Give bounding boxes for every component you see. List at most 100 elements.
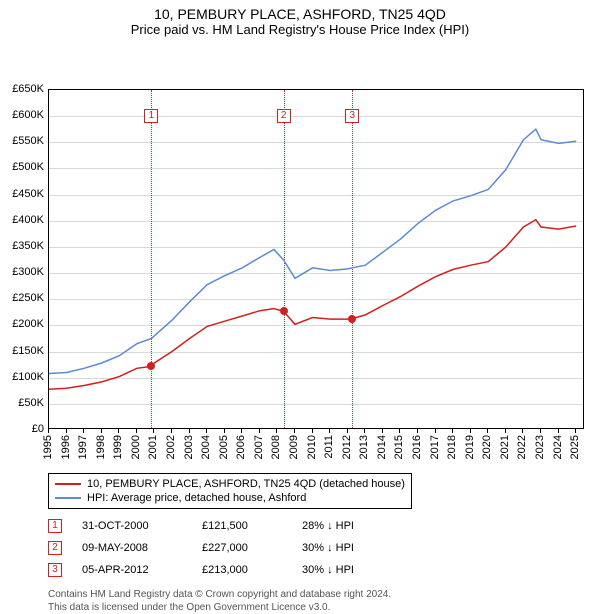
x-tick: [399, 429, 400, 433]
y-tick-label: £0: [2, 423, 44, 435]
license-text: Contains HM Land Registry data © Crown c…: [48, 589, 391, 614]
legend-row: HPI: Average price, detached house, Ashf…: [55, 491, 405, 505]
x-tick-label: 2022: [516, 435, 528, 459]
x-tick-label: 2006: [235, 435, 247, 459]
x-tick: [276, 429, 277, 433]
transaction-row: 2 09-MAY-2008 £227,000 30% ↓ HPI: [48, 537, 382, 559]
x-tick-label: 2015: [393, 435, 405, 459]
title-line-2: Price paid vs. HM Land Registry's House …: [0, 22, 600, 37]
y-tick-label: £650K: [2, 83, 44, 95]
y-tick-label: £550K: [2, 135, 44, 147]
x-tick: [171, 429, 172, 433]
x-tick: [505, 429, 506, 433]
transaction-diff: 30% ↓ HPI: [302, 542, 382, 554]
x-tick-label: 2012: [341, 435, 353, 459]
x-tick-label: 1995: [42, 435, 54, 459]
y-tick-label: £150K: [2, 345, 44, 357]
y-tick-label: £100K: [2, 371, 44, 383]
x-tick: [206, 429, 207, 433]
x-tick: [417, 429, 418, 433]
transaction-price: £227,000: [202, 542, 282, 554]
x-tick-label: 2013: [358, 435, 370, 459]
series-property: [49, 220, 576, 390]
y-tick-label: £400K: [2, 214, 44, 226]
x-tick-label: 2019: [464, 435, 476, 459]
y-tick-label: £200K: [2, 318, 44, 330]
x-tick: [435, 429, 436, 433]
x-tick: [48, 429, 49, 433]
transaction-diff: 30% ↓ HPI: [302, 564, 382, 576]
legend-label: 10, PEMBURY PLACE, ASHFORD, TN25 4QD (de…: [87, 478, 405, 490]
chart-title: 10, PEMBURY PLACE, ASHFORD, TN25 4QD Pri…: [0, 0, 600, 41]
x-tick-label: 2020: [481, 435, 493, 459]
x-tick: [136, 429, 137, 433]
x-tick: [189, 429, 190, 433]
x-tick-label: 2000: [130, 435, 142, 459]
y-tick-label: £250K: [2, 292, 44, 304]
transaction-row-marker: 3: [48, 563, 62, 577]
x-tick-label: 2008: [270, 435, 282, 459]
x-tick: [101, 429, 102, 433]
x-tick: [452, 429, 453, 433]
transaction-row: 131-OCT-2000£121,50028% ↓ HPI: [48, 515, 382, 537]
x-tick-label: 2024: [552, 435, 564, 459]
x-tick-label: 2005: [218, 435, 230, 459]
license-line-2: This data is licensed under the Open Gov…: [48, 602, 391, 614]
x-tick-label: 2010: [306, 435, 318, 459]
series-hpi: [49, 129, 576, 373]
transaction-row-marker: 2: [48, 541, 62, 555]
legend-row: 10, PEMBURY PLACE, ASHFORD, TN25 4QD (de…: [55, 477, 405, 491]
x-tick-label: 2025: [569, 435, 581, 459]
x-tick-label: 2017: [429, 435, 441, 459]
x-tick: [294, 429, 295, 433]
x-tick-label: 2018: [446, 435, 458, 459]
transaction-date: 09-MAY-2008: [82, 542, 182, 554]
transaction-row: 3 05-APR-2012 £213,000 30% ↓ HPI: [48, 559, 382, 581]
y-tick-label: £450K: [2, 188, 44, 200]
y-tick-label: £600K: [2, 109, 44, 121]
x-tick-label: 2002: [165, 435, 177, 459]
x-tick-label: 2009: [288, 435, 300, 459]
x-tick: [487, 429, 488, 433]
x-tick-label: 2021: [499, 435, 511, 459]
x-tick: [540, 429, 541, 433]
transaction-date: 31-OCT-2000: [82, 520, 182, 532]
title-line-1: 10, PEMBURY PLACE, ASHFORD, TN25 4QD: [0, 6, 600, 22]
plot-area: 123: [48, 89, 584, 429]
x-tick: [259, 429, 260, 433]
x-tick-label: 2007: [253, 435, 265, 459]
x-tick: [347, 429, 348, 433]
series-svg: [49, 90, 585, 430]
license-line-1: Contains HM Land Registry data © Crown c…: [48, 589, 391, 602]
legend-swatch: [55, 483, 81, 485]
x-tick: [575, 429, 576, 433]
x-tick-label: 1996: [60, 435, 72, 459]
legend: 10, PEMBURY PLACE, ASHFORD, TN25 4QD (de…: [48, 473, 412, 509]
x-tick: [558, 429, 559, 433]
x-tick-label: 2014: [376, 435, 388, 459]
x-tick: [83, 429, 84, 433]
y-tick-label: £300K: [2, 266, 44, 278]
x-tick-label: 2016: [411, 435, 423, 459]
x-tick: [329, 429, 330, 433]
x-tick: [312, 429, 313, 433]
x-tick-label: 2001: [147, 435, 159, 459]
x-tick: [153, 429, 154, 433]
x-tick: [241, 429, 242, 433]
x-tick-label: 1999: [112, 435, 124, 459]
x-tick: [470, 429, 471, 433]
transaction-row-marker: 1: [48, 519, 62, 533]
transaction-price: £213,000: [202, 564, 282, 576]
x-tick: [522, 429, 523, 433]
legend-label: HPI: Average price, detached house, Ashf…: [87, 492, 306, 504]
x-tick-label: 1997: [77, 435, 89, 459]
x-tick-label: 2011: [323, 435, 335, 459]
x-tick: [364, 429, 365, 433]
x-tick: [66, 429, 67, 433]
y-tick-label: £500K: [2, 161, 44, 173]
x-tick-label: 1998: [95, 435, 107, 459]
legend-swatch: [55, 497, 81, 499]
x-tick-label: 2003: [183, 435, 195, 459]
y-tick-label: £350K: [2, 240, 44, 252]
transaction-date: 05-APR-2012: [82, 564, 182, 576]
